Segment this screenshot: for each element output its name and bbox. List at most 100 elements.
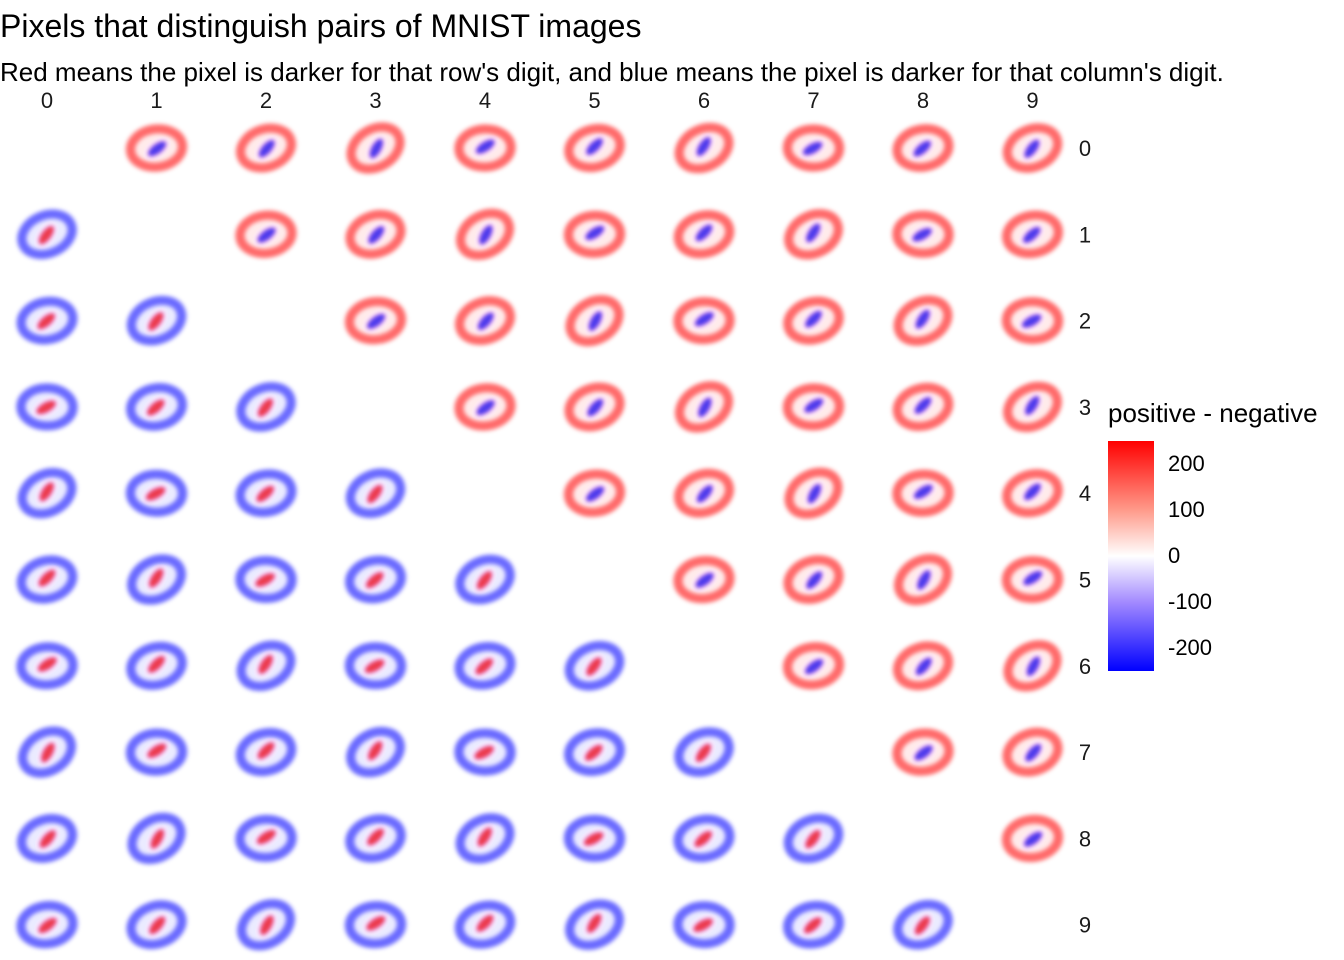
legend-tick-label: 200 [1168, 451, 1205, 476]
heatmap-tile [15, 900, 79, 949]
heatmap-tile [125, 553, 188, 606]
heatmap-tile [563, 381, 626, 432]
heatmap-tile [15, 641, 79, 690]
heatmap-tile [673, 380, 735, 434]
heatmap-tile [562, 210, 627, 259]
heatmap-tile [781, 641, 846, 690]
heatmap-tile [672, 814, 736, 863]
facet-grid: 0 1 2 3 4 5 6 7 8 9 0 1 2 3 4 5 6 7 8 9 [15, 88, 1091, 952]
heatmap-tile [124, 382, 189, 432]
heatmap-tile [343, 641, 408, 690]
heatmap-tile [343, 813, 408, 864]
column-strip-label: 0 [41, 88, 53, 113]
heatmap-tile [1000, 814, 1065, 863]
row-strip-label: 2 [1079, 309, 1091, 334]
heatmap-tile [782, 813, 845, 864]
heatmap-tile [234, 210, 298, 259]
heatmap-tile [343, 900, 408, 949]
heatmap-tile [783, 466, 844, 520]
heatmap-tile [453, 728, 517, 777]
heatmap-tile [672, 468, 736, 519]
heatmap-tile [782, 554, 845, 605]
heatmap-tile [781, 900, 846, 950]
column-strip-label: 2 [260, 88, 272, 113]
heatmap-tile [782, 208, 845, 261]
heatmap-tile [891, 210, 955, 259]
column-strip-label: 7 [807, 88, 819, 113]
heatmap-tile [673, 122, 735, 174]
heatmap-tile [453, 123, 517, 173]
heatmap-tile [124, 123, 189, 173]
heatmap-tile [453, 295, 517, 346]
row-strip-label: 3 [1079, 395, 1091, 420]
heatmap-tile [672, 296, 736, 345]
legend-tick-label: -100 [1168, 589, 1213, 614]
heatmap-tile [1001, 727, 1064, 778]
column-strip-label: 4 [479, 88, 491, 113]
heatmap-tile [1002, 639, 1063, 693]
legend-tick-label: -200 [1168, 635, 1213, 660]
heatmap-tile [454, 812, 516, 865]
heatmap-tile [234, 468, 298, 518]
heatmap-tile [1000, 296, 1065, 345]
heatmap-tile [235, 381, 297, 433]
legend-tick-label: 100 [1168, 497, 1205, 522]
heatmap-tile [892, 899, 954, 951]
heatmap-tile [343, 296, 408, 345]
heatmap-tile [16, 208, 78, 260]
heatmap-tile [234, 555, 298, 604]
legend-tick-label: 0 [1168, 543, 1181, 568]
heatmap-tile [1000, 209, 1065, 259]
column-strip-label: 9 [1026, 88, 1038, 113]
heatmap-tile [15, 296, 79, 345]
heatmap-tile [124, 469, 189, 518]
heatmap-tile [891, 640, 955, 691]
heatmap-tile [892, 553, 954, 606]
heatmap-tile [15, 813, 79, 864]
row-strip-label: 1 [1079, 222, 1091, 247]
heatmap-tile [454, 207, 516, 261]
row-strip-label: 0 [1079, 136, 1091, 161]
heatmap-tile [234, 814, 298, 863]
heatmap-tile [453, 382, 517, 432]
row-strip-label: 6 [1079, 654, 1091, 679]
heatmap-tile [15, 554, 79, 605]
chart-subtitle: Red means the pixel is darker for that r… [0, 57, 1224, 87]
heatmap-tile [453, 900, 517, 950]
heatmap-tile [15, 382, 79, 431]
heatmap-tile [344, 209, 407, 260]
chart-title: Pixels that distinguish pairs of MNIST i… [0, 8, 642, 44]
heatmap-tile [672, 555, 736, 604]
heatmap-tile [234, 727, 298, 777]
heatmap-tile [454, 554, 516, 605]
row-strip-label: 8 [1079, 826, 1091, 851]
row-strip-label: 5 [1079, 568, 1091, 593]
heatmap-tile [781, 123, 846, 173]
heatmap-tile [562, 727, 627, 777]
heatmap-tile [453, 641, 517, 691]
heatmap-tile [344, 467, 407, 519]
heatmap-tile [344, 726, 407, 778]
legend-title: positive - negative [1108, 398, 1318, 428]
heatmap-tile [235, 639, 297, 692]
heatmap-tile [673, 726, 735, 778]
heatmap-tile [125, 899, 188, 950]
heatmap-tile [563, 640, 626, 692]
heatmap-tile [562, 469, 627, 518]
heatmap-tile [1000, 468, 1065, 518]
heatmap-tile [124, 728, 189, 777]
heatmap-tile [345, 121, 406, 175]
heatmap-tile [672, 209, 736, 259]
heatmap-tile [235, 898, 297, 952]
heatmap-tile [125, 295, 188, 346]
heatmap-tile [1001, 122, 1064, 174]
heatmap-tile [891, 123, 955, 173]
heatmap-tile [892, 294, 954, 347]
heatmap-tile [562, 814, 627, 863]
heatmap-tile [564, 294, 625, 347]
heatmap-tile [16, 725, 78, 779]
heatmap-tile [126, 812, 187, 865]
heatmap-tile [16, 467, 78, 520]
heatmap-tile [343, 555, 408, 604]
column-strip-label: 1 [150, 88, 162, 113]
